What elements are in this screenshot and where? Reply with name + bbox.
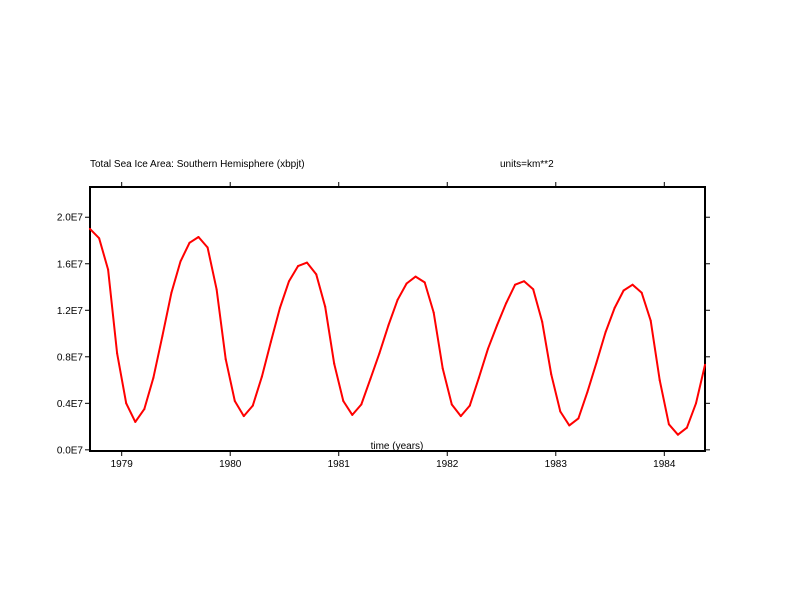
data-point: [333, 362, 336, 365]
data-point: [423, 281, 426, 284]
x-axis: 1979 1980 1981 1982 1983 1984: [111, 182, 676, 470]
data-point: [206, 246, 209, 249]
data-point: [125, 402, 128, 405]
y-tick-label: 0.4E7: [57, 399, 84, 410]
data-point: [107, 268, 110, 271]
data-point: [260, 375, 263, 378]
data-point: [116, 352, 119, 355]
data-point: [405, 282, 408, 285]
data-point: [378, 352, 381, 355]
x-tick-label: 1980: [219, 459, 242, 470]
data-point: [251, 404, 254, 407]
y-tick-label: 0.0E7: [57, 445, 84, 456]
data-point: [152, 376, 155, 379]
data-point: [541, 320, 544, 323]
data-point: [242, 415, 245, 418]
data-point: [179, 260, 182, 263]
data-point: [604, 331, 607, 334]
data-point: [695, 402, 697, 405]
data-point: [559, 410, 562, 413]
data-point: [342, 400, 345, 402]
data-point: [360, 403, 363, 406]
data-point: [477, 376, 480, 379]
data-point: [441, 367, 444, 370]
data-point: [188, 241, 191, 244]
data-point: [459, 415, 462, 418]
data-point: [622, 289, 625, 292]
data-point: [704, 363, 706, 366]
x-tick-label: 1982: [436, 459, 459, 470]
data-point: [98, 237, 101, 240]
y-axis: 0.0E7 0.4E7 0.8E7 1.2E7 1.6E7 2.0E7: [57, 213, 710, 456]
data-point: [387, 324, 390, 327]
y-tick-label: 2.0E7: [57, 213, 84, 224]
y-tick-label: 1.2E7: [57, 306, 84, 317]
x-tick-label: 1979: [111, 459, 134, 470]
data-point: [649, 319, 652, 322]
data-point: [89, 227, 91, 230]
data-point: [568, 424, 571, 427]
data-point: [685, 426, 688, 429]
data-point: [468, 404, 471, 407]
data-point: [215, 288, 218, 291]
plot-frame: [89, 186, 706, 452]
data-point: [432, 311, 435, 314]
data-point: [233, 400, 236, 402]
data-point: [550, 373, 553, 376]
data-point: [414, 275, 417, 278]
data-point: [505, 302, 508, 305]
chart-title: Total Sea Ice Area: Southern Hemisphere …: [90, 159, 305, 170]
data-point: [631, 283, 634, 286]
data-point: [487, 347, 489, 350]
data-point: [577, 417, 580, 420]
data-point: [351, 413, 354, 416]
data-point: [514, 283, 517, 286]
data-point: [315, 273, 318, 276]
data-point: [170, 291, 173, 294]
data-point: [197, 236, 200, 238]
data-point: [288, 280, 290, 283]
data-point: [586, 390, 589, 393]
data-point: [496, 324, 498, 327]
data-point: [523, 280, 526, 283]
data-point: [595, 361, 598, 364]
data-point: [369, 377, 372, 380]
data-point: [396, 298, 399, 301]
data-point: [224, 358, 227, 361]
data-point: [269, 340, 272, 343]
data-point: [324, 305, 327, 308]
data-point: [134, 420, 137, 423]
data-point: [450, 403, 453, 406]
data-point: [667, 423, 670, 426]
sea-ice-area-line: [89, 227, 706, 436]
x-tick-label: 1984: [653, 459, 676, 470]
units-label: units=km**2: [500, 159, 554, 170]
data-point: [297, 265, 299, 268]
data-point: [306, 261, 308, 264]
x-axis-label: time (years): [371, 441, 424, 452]
data-point: [640, 291, 643, 294]
x-tick-label: 1981: [328, 459, 351, 470]
x-tick-label: 1983: [545, 459, 568, 470]
data-points: [89, 227, 706, 436]
data-point: [658, 379, 661, 382]
data-point: [143, 408, 146, 411]
y-tick-label: 1.6E7: [57, 259, 84, 270]
data-point: [676, 433, 679, 436]
data-point: [278, 307, 281, 309]
data-point: [532, 288, 535, 291]
y-tick-label: 0.8E7: [57, 352, 84, 363]
data-point: [613, 307, 616, 309]
data-point: [161, 334, 164, 337]
